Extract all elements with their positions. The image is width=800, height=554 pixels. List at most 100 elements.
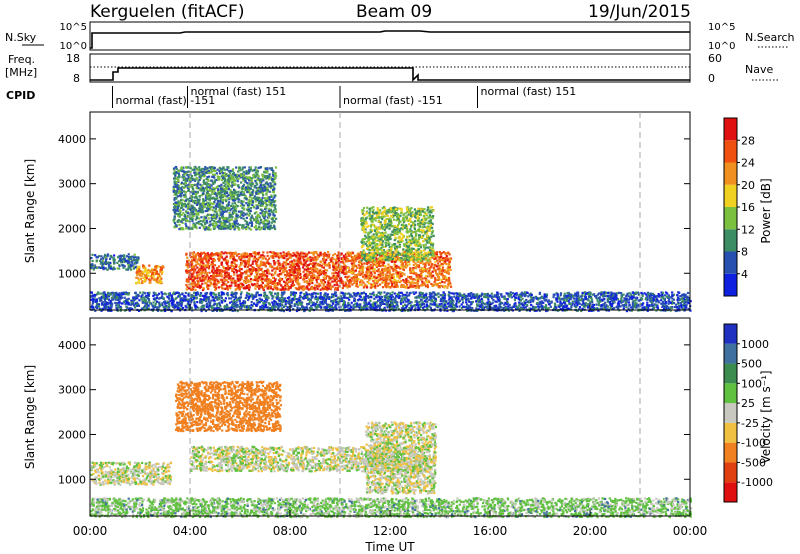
- power-cell: [418, 277, 421, 280]
- power-cell: [200, 264, 203, 268]
- power-cell: [209, 263, 213, 266]
- power-cell: [222, 281, 225, 284]
- power-cell: [216, 269, 219, 272]
- power-cell: [437, 285, 441, 288]
- power-cell: [264, 265, 267, 268]
- power-cell: [254, 284, 257, 287]
- power-cell: [345, 284, 348, 287]
- power-cell: [250, 177, 254, 180]
- power-cell: [328, 264, 331, 267]
- power-cell: [197, 262, 200, 266]
- power-cell: [247, 279, 250, 282]
- power-cell: [334, 286, 337, 290]
- power-cell: [119, 257, 122, 261]
- power-cell: [227, 264, 230, 268]
- power-cell: [123, 255, 126, 259]
- station-title: Kerguelen (fitACF): [90, 2, 244, 22]
- power-cell: [356, 278, 359, 281]
- power-cell: [365, 271, 368, 274]
- power-cell: [353, 281, 356, 284]
- power-cell: [230, 281, 233, 284]
- power-cell: [445, 262, 448, 266]
- power-cell: [400, 285, 403, 289]
- power-cell: [388, 272, 392, 275]
- power-cell: [249, 209, 252, 213]
- power-cell: [127, 257, 130, 260]
- power-cell: [242, 191, 246, 194]
- power-cell: [256, 263, 259, 266]
- power-cell: [227, 188, 231, 191]
- power-cell: [194, 257, 197, 260]
- power-cell: [264, 192, 268, 195]
- power-cell: [354, 278, 357, 281]
- power-cell: [262, 287, 265, 290]
- power-cell: [215, 271, 218, 275]
- power-cell: [428, 268, 431, 271]
- power-cell: [129, 255, 132, 259]
- power-cell: [194, 288, 197, 292]
- power-cell: [337, 270, 341, 273]
- power-cell: [176, 183, 179, 187]
- power-cell: [249, 277, 253, 281]
- power-cell: [212, 206, 215, 209]
- power-cell: [259, 178, 262, 181]
- power-cell: [229, 256, 232, 260]
- power-cell: [137, 280, 140, 284]
- power-cell: [229, 171, 232, 174]
- power-cell: [218, 272, 221, 275]
- power-cell: [203, 251, 206, 254]
- power-cell: [331, 272, 334, 275]
- power-cell: [311, 281, 314, 285]
- power-cell: [271, 269, 274, 272]
- power-cell: [316, 252, 319, 256]
- power-cell: [189, 283, 192, 286]
- power-cell: [205, 272, 209, 275]
- power-cell: [216, 267, 219, 270]
- power-cell: [210, 189, 213, 193]
- power-cell: [262, 271, 265, 274]
- power-cell: [192, 215, 195, 218]
- power-cell: [204, 272, 207, 275]
- power-cell: [354, 264, 358, 268]
- power-cell: [214, 198, 218, 201]
- power-cell: [247, 269, 250, 272]
- power-cell: [197, 284, 201, 287]
- power-cell: [248, 189, 251, 192]
- power-cell: [344, 282, 348, 285]
- power-cell: [196, 277, 199, 280]
- power-cell: [175, 212, 178, 216]
- power-cell: [244, 213, 247, 216]
- power-cell: [341, 282, 344, 285]
- power-cell: [342, 284, 345, 287]
- power-cell: [208, 166, 211, 169]
- power-cell: [192, 271, 195, 274]
- power-cell: [121, 254, 124, 257]
- power-cell: [358, 253, 361, 256]
- power-cell: [200, 174, 203, 178]
- power-cell: [409, 268, 412, 271]
- power-cell: [272, 259, 275, 263]
- power-cell: [152, 278, 155, 281]
- power-cell: [354, 284, 358, 288]
- power-cell: [320, 273, 323, 276]
- power-cell: [268, 196, 271, 199]
- power-cell: [267, 269, 270, 272]
- power-cell: [198, 198, 201, 201]
- power-cell: [240, 255, 243, 258]
- power-cell: [248, 191, 252, 194]
- power-cell: [395, 269, 398, 273]
- power-cell: [358, 256, 361, 260]
- power-cell: [226, 191, 229, 195]
- power-cell: [260, 267, 263, 270]
- power-cell: [152, 268, 156, 272]
- power-cell: [368, 276, 371, 280]
- power-cell: [287, 287, 291, 290]
- power-cell: [410, 271, 413, 274]
- power-cell: [250, 224, 253, 228]
- power-cell: [218, 270, 221, 273]
- power-cell: [243, 256, 246, 259]
- power-cell: [284, 287, 287, 291]
- power-cell: [403, 280, 407, 283]
- cpid-segment-label: normal (fast) -151: [116, 94, 216, 107]
- power-cell: [190, 273, 193, 276]
